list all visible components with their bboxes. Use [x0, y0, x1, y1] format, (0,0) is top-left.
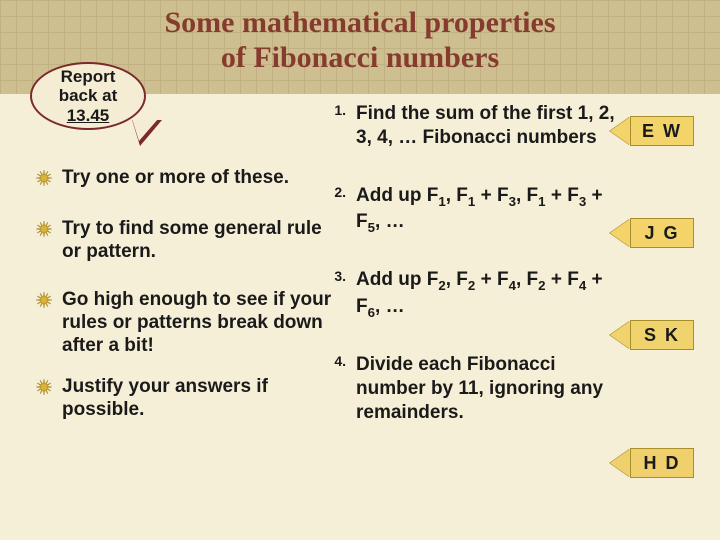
task-number: 4. — [316, 353, 356, 424]
bullet-text: Justify your answers if possible. — [62, 375, 336, 421]
task-text: Add up F1, F1 + F3, F1 + F3 + F5, … — [356, 184, 620, 237]
task-number: 3. — [316, 268, 356, 321]
task-item: 4.Divide each Fibonacci number by 11, ig… — [316, 353, 620, 424]
label-arrow: J G — [610, 218, 694, 248]
arrow-head-icon — [610, 219, 630, 247]
arrow-label: E W — [630, 116, 694, 146]
bullet-item: Try one or more of these. — [36, 166, 336, 189]
label-arrow: E W — [610, 116, 694, 146]
callout-text: Report back at 13.45 — [59, 67, 118, 126]
callout-line: Report — [61, 67, 116, 86]
arrow-head-icon — [610, 449, 630, 477]
title-line-1: Some mathematical properties — [164, 6, 555, 39]
callout-line: back at — [59, 86, 118, 105]
bullet-text: Try one or more of these. — [62, 166, 336, 189]
bullet-text: Go high enough to see if your rules or p… — [62, 288, 336, 358]
task-text: Find the sum of the first 1, 2, 3, 4, … … — [356, 102, 620, 150]
report-callout: Report back at 13.45 — [30, 62, 146, 130]
arrow-head-icon — [610, 321, 630, 349]
label-arrow: S K — [610, 320, 694, 350]
arrow-label: H D — [630, 448, 694, 478]
task-text: Add up F2, F2 + F4, F2 + F4 + F6, … — [356, 268, 620, 321]
arrow-label: S K — [630, 320, 694, 350]
label-arrow: H D — [610, 448, 694, 478]
task-number: 1. — [316, 102, 356, 150]
task-text: Divide each Fibonacci number by 11, igno… — [356, 353, 620, 424]
bullet-item: Justify your answers if possible. — [36, 375, 336, 421]
arrow-head-icon — [610, 117, 630, 145]
bullet-list: Try one or more of these. Try to find som… — [36, 166, 336, 421]
starburst-icon — [36, 221, 62, 267]
bullet-text: Try to find some general rule or pattern… — [62, 217, 336, 263]
arrow-label: J G — [630, 218, 694, 248]
title-line-2: of Fibonacci numbers — [221, 41, 499, 74]
slide: Some mathematical properties of Fibonacc… — [0, 0, 720, 540]
bullet-item: Go high enough to see if your rules or p… — [36, 288, 336, 358]
numbered-list: 1.Find the sum of the first 1, 2, 3, 4, … — [316, 102, 620, 424]
bullet-item: Try to find some general rule or pattern… — [36, 217, 336, 263]
callout-tail-fill — [132, 119, 158, 141]
task-item: 3.Add up F2, F2 + F4, F2 + F4 + F6, … — [316, 268, 620, 321]
starburst-icon — [36, 170, 62, 193]
task-item: 1.Find the sum of the first 1, 2, 3, 4, … — [316, 102, 620, 150]
callout-time: 13.45 — [67, 106, 110, 125]
starburst-icon — [36, 292, 62, 362]
starburst-icon — [36, 379, 62, 425]
task-number: 2. — [316, 184, 356, 237]
task-item: 2.Add up F1, F1 + F3, F1 + F3 + F5, … — [316, 184, 620, 237]
